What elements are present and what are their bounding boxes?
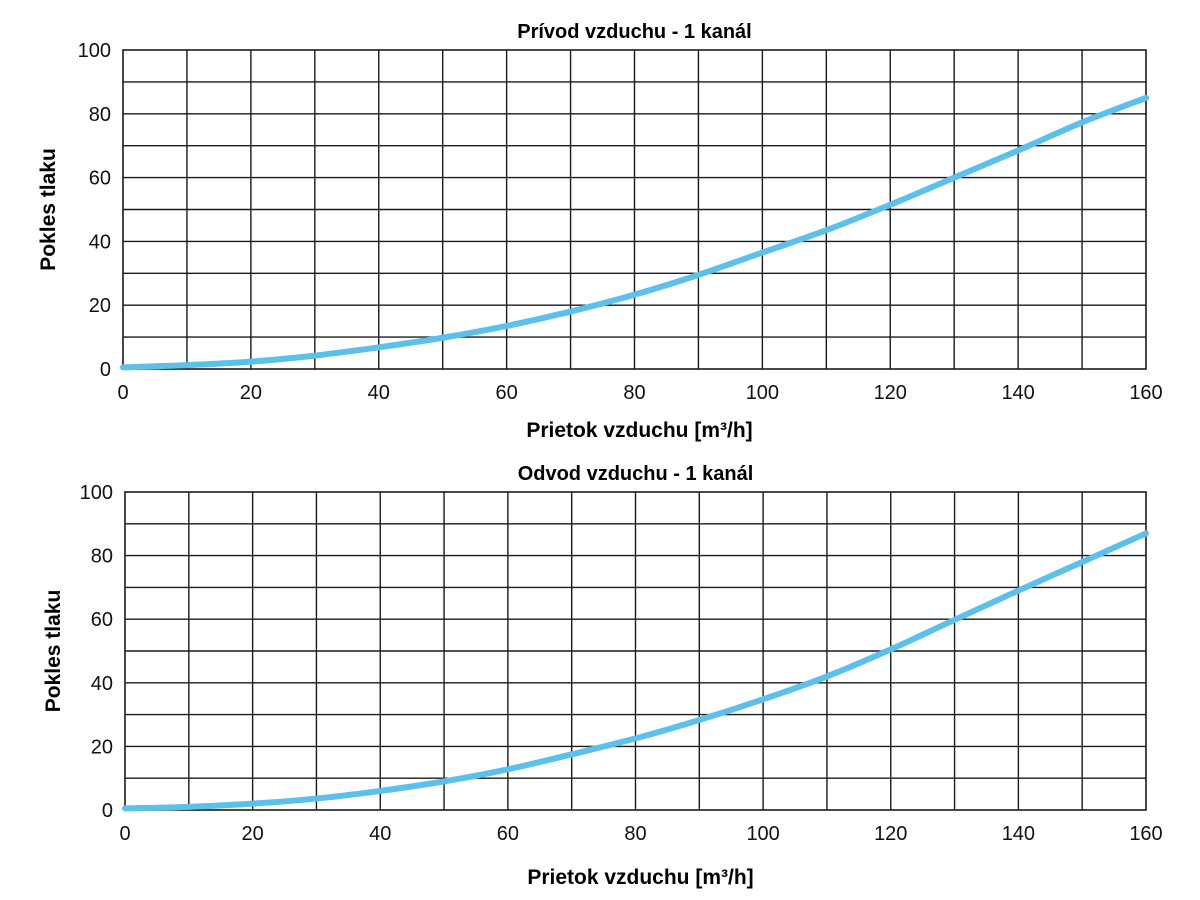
y-tick-label: 80 <box>91 546 113 568</box>
y-tick-label: 60 <box>89 168 111 190</box>
chart-title: Prívod vzduchu - 1 kanál <box>517 21 752 43</box>
x-tick-label: 160 <box>1129 823 1162 845</box>
x-tick-label: 80 <box>624 823 646 845</box>
y-axis-label: Pokles tlaku <box>37 148 60 271</box>
series-line <box>120 94 1149 371</box>
plot-frame <box>124 491 1147 811</box>
chart-title: Odvod vzduchu - 1 kanál <box>518 463 754 485</box>
x-tick-label: 0 <box>119 823 130 845</box>
x-tick-label: 60 <box>497 823 519 845</box>
x-tick-label: 120 <box>874 823 907 845</box>
x-tick-label: 100 <box>746 823 779 845</box>
y-axis-label: Pokles tlaku <box>42 590 65 713</box>
chart-privod-svg: Prívod vzduchu - 1 kanál 0 20 40 60 80 100 120 1… <box>37 21 1163 442</box>
series-line <box>122 530 1149 812</box>
y-tick-label: 60 <box>91 609 113 631</box>
x-tick-label: 100 <box>746 382 779 404</box>
x-tick-label: 20 <box>240 382 262 404</box>
x-tick-label: 140 <box>1001 382 1034 404</box>
x-tick-label: 60 <box>496 382 518 404</box>
x-axis-label: Prietok vzduchu [m³/h] <box>527 866 753 889</box>
plot-frame <box>122 49 1147 370</box>
x-tick-label: 20 <box>242 823 264 845</box>
chart-privod: Prívod vzduchu - 1 kanál 0 20 40 60 80 100 120 1… <box>0 0 1200 445</box>
y-tick-label: 20 <box>91 736 113 758</box>
x-tick-label: 80 <box>623 382 645 404</box>
y-tick-label: 0 <box>100 359 111 381</box>
x-axis-label: Prietok vzduchu [m³/h] <box>526 419 752 442</box>
grid <box>125 492 1146 810</box>
y-tick-label: 20 <box>89 295 111 317</box>
grid <box>123 50 1146 369</box>
x-tick-label: 140 <box>1002 823 1035 845</box>
x-tick-label: 0 <box>117 382 128 404</box>
x-tick-label: 160 <box>1129 382 1162 404</box>
x-tick-label: 40 <box>368 382 390 404</box>
y-tick-label: 100 <box>80 482 113 504</box>
y-tick-label: 0 <box>102 800 113 822</box>
y-tick-label: 40 <box>89 231 111 253</box>
x-tick-label: 40 <box>369 823 391 845</box>
chart-odvod: Odvod vzduchu - 1 kanál 0 20 40 60 80 100 120 14… <box>0 445 1200 900</box>
chart-odvod-svg: Odvod vzduchu - 1 kanál 0 20 40 60 80 100 120 14… <box>42 463 1163 889</box>
y-tick-label: 100 <box>78 40 111 62</box>
y-tick-label: 40 <box>91 673 113 695</box>
y-tick-label: 80 <box>89 104 111 126</box>
x-tick-label: 120 <box>874 382 907 404</box>
